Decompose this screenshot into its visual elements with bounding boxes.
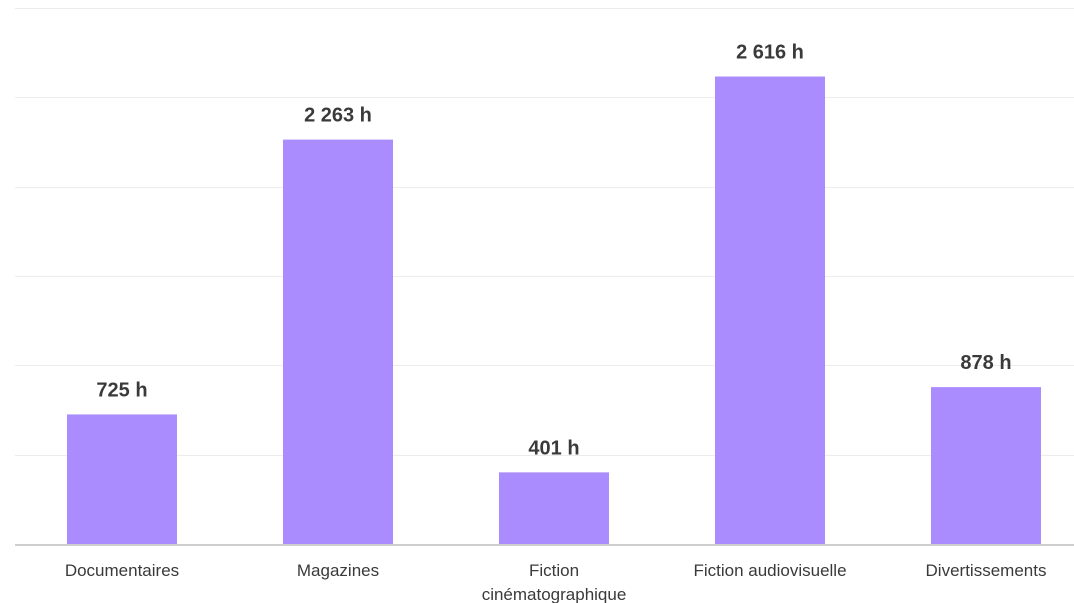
gridlines	[15, 8, 1074, 456]
data-label: 725 h	[96, 379, 147, 401]
x-tick-label: Documentaires	[65, 561, 179, 580]
data-label: 2 263 h	[304, 105, 372, 127]
x-tick-label-line: Divertissements	[926, 561, 1047, 580]
bar	[499, 472, 609, 544]
bar	[931, 387, 1041, 544]
x-tick-label: Divertissements	[926, 561, 1047, 580]
bars	[67, 76, 1041, 544]
data-label: 878 h	[960, 352, 1011, 374]
x-tick-label-line: cinématographique	[482, 585, 627, 603]
bar	[283, 139, 393, 544]
x-tick-label-line: Fiction	[529, 561, 579, 580]
data-label: 2 616 h	[736, 42, 804, 64]
value-labels: 725 h 2 263 h 401 h 2 616 h 878 h	[96, 42, 1011, 460]
x-tick-label: Fiction audiovisuelle	[693, 561, 846, 580]
category-labels: Documentaires Magazines Fiction cinématogra…	[65, 561, 1047, 603]
data-label: 401 h	[528, 437, 579, 459]
x-tick-label: Fiction cinématographique	[482, 561, 627, 603]
bar	[715, 76, 825, 544]
x-tick-label: Magazines	[297, 561, 379, 580]
x-tick-label-line: Fiction audiovisuelle	[693, 561, 846, 580]
bar	[67, 414, 177, 544]
x-tick-label-line: Documentaires	[65, 561, 179, 580]
x-tick-label-line: Magazines	[297, 561, 379, 580]
